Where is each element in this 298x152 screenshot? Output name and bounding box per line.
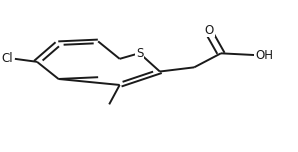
Text: OH: OH [255, 49, 273, 62]
Text: Cl: Cl [2, 52, 13, 65]
Text: O: O [205, 24, 214, 36]
Text: S: S [136, 47, 143, 60]
